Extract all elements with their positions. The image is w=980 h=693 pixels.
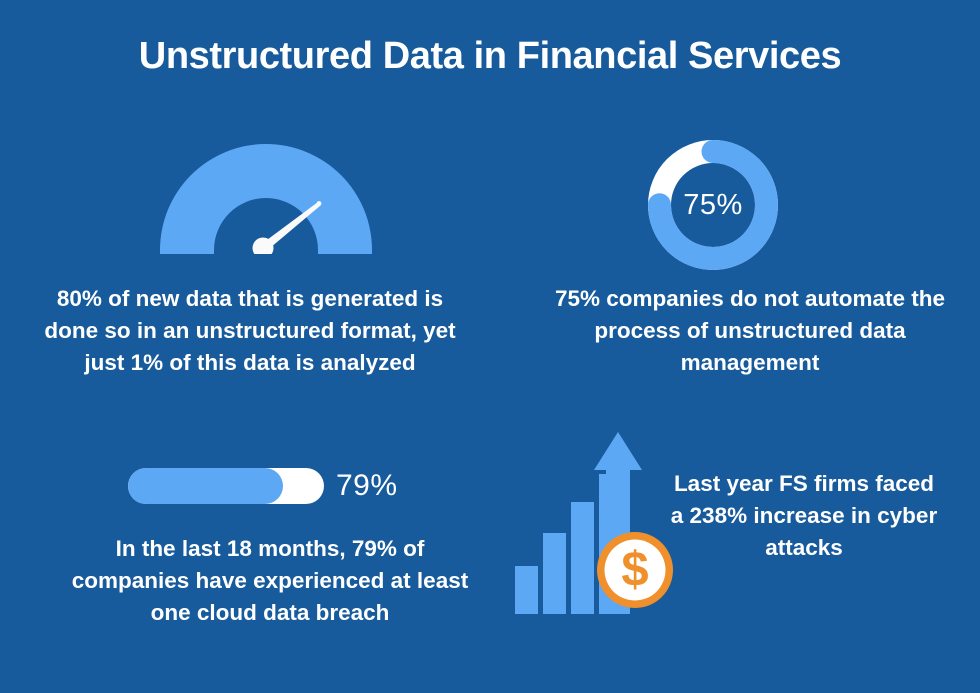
growth-bar-1 xyxy=(515,566,538,614)
progress-value-label: 79% xyxy=(336,469,398,502)
growth-bar-2 xyxy=(543,533,566,614)
page-title: Unstructured Data in Financial Services xyxy=(138,35,842,77)
growth-bar-3 xyxy=(571,502,594,614)
progress-bar xyxy=(128,468,324,504)
donut-caption: 75% companies do not automate the proces… xyxy=(554,286,946,375)
donut-center-label: 75% xyxy=(683,188,743,221)
gauge-arc xyxy=(160,144,372,254)
progress-caption: In the last 18 months, 79% of companies … xyxy=(71,536,469,625)
donut-value-segment xyxy=(648,140,778,270)
svg-text:$: $ xyxy=(621,543,648,597)
dollar-coin-icon: $ xyxy=(597,532,673,608)
growth-caption: Last year FS firms faced a 238% increase… xyxy=(670,471,938,560)
donut-chart: 75% xyxy=(645,137,781,273)
gauge-chart xyxy=(160,142,372,254)
growth-chart: $ xyxy=(496,424,686,614)
gauge-caption: 80% of new data that is generated is don… xyxy=(44,286,456,375)
gauge-needle xyxy=(252,201,322,254)
progress-fill xyxy=(128,468,283,504)
